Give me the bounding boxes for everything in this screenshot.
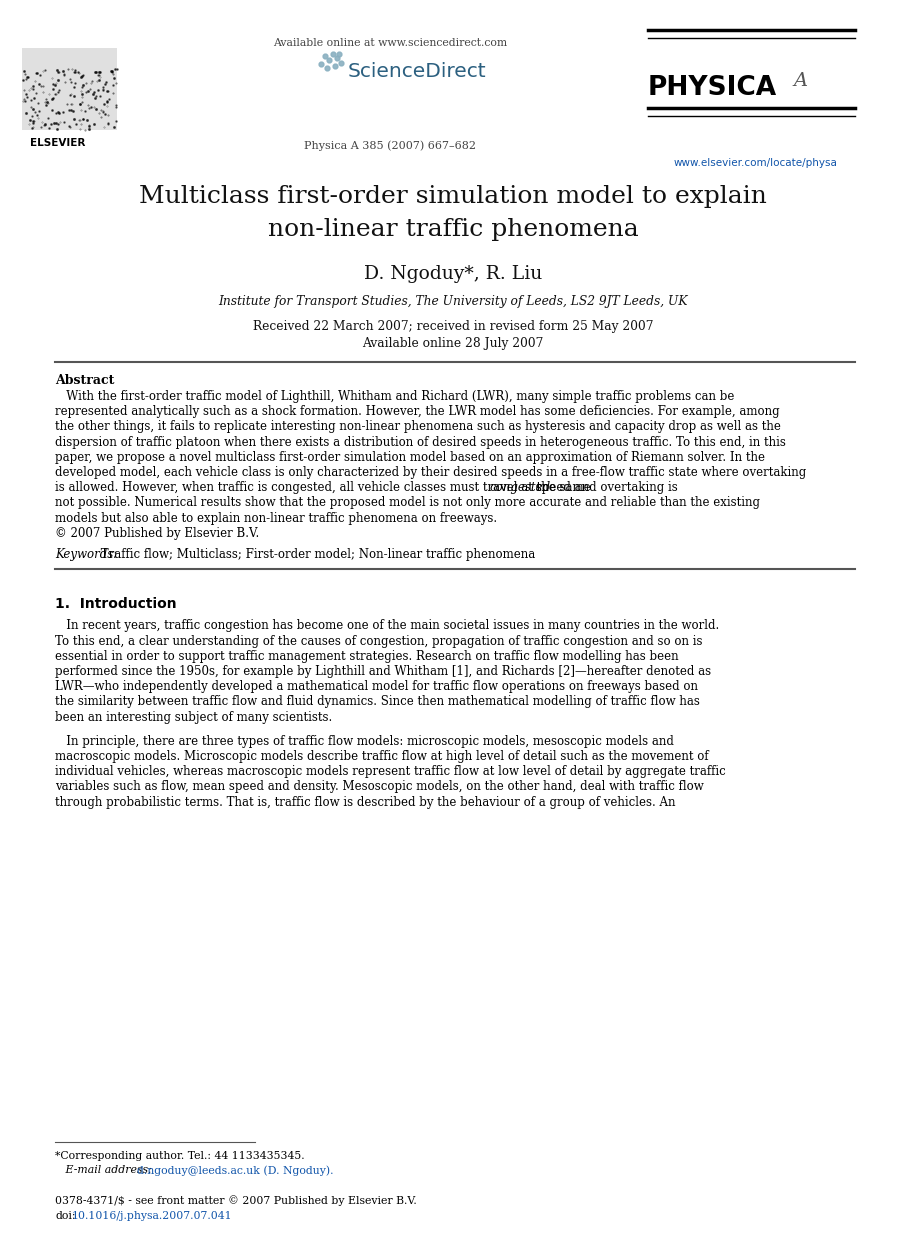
Text: the other things, it fails to replicate interesting non-linear phenomena such as: the other things, it fails to replicate … [55,421,781,433]
Text: macroscopic models. Microscopic models describe traffic flow at high level of de: macroscopic models. Microscopic models d… [55,750,708,763]
Text: non-linear traffic phenomena: non-linear traffic phenomena [268,218,639,241]
Text: not possible. Numerical results show that the proposed model is not only more ac: not possible. Numerical results show tha… [55,496,760,509]
Text: 1.  Introduction: 1. Introduction [55,598,177,612]
Text: speed and overtaking is: speed and overtaking is [532,482,678,494]
Text: Keywords:: Keywords: [55,548,117,561]
Text: To this end, a clear understanding of the causes of congestion, propagation of t: To this end, a clear understanding of th… [55,635,703,647]
Text: *Corresponding author. Tel.: 44 1133435345.: *Corresponding author. Tel.: 44 11334353… [55,1151,305,1161]
Text: doi:: doi: [55,1211,75,1221]
Text: the similarity between traffic flow and fluid dynamics. Since then mathematical : the similarity between traffic flow and … [55,696,700,708]
Text: In recent years, traffic congestion has become one of the main societal issues i: In recent years, traffic congestion has … [55,619,719,633]
Text: Received 22 March 2007; received in revised form 25 May 2007: Received 22 March 2007; received in revi… [253,319,653,333]
Text: Available online at www.sciencedirect.com: Available online at www.sciencedirect.co… [273,38,507,48]
Text: Traffic flow; Multiclass; First-order model; Non-linear traffic phenomena: Traffic flow; Multiclass; First-order mo… [97,548,536,561]
Text: variables such as flow, mean speed and density. Mesoscopic models, on the other : variables such as flow, mean speed and d… [55,780,704,794]
Text: ScienceDirect: ScienceDirect [348,62,487,80]
Text: 0378-4371/$ - see front matter © 2007 Published by Elsevier B.V.: 0378-4371/$ - see front matter © 2007 Pu… [55,1195,416,1206]
Text: In principle, there are three types of traffic flow models: microscopic models, : In principle, there are three types of t… [55,735,674,748]
Text: dispersion of traffic platoon when there exists a distribution of desired speeds: dispersion of traffic platoon when there… [55,436,785,448]
Text: is allowed. However, when traffic is congested, all vehicle classes must travel : is allowed. However, when traffic is con… [55,482,594,494]
Text: 10.1016/j.physa.2007.07.041: 10.1016/j.physa.2007.07.041 [73,1211,233,1221]
Text: E-mail address:: E-mail address: [55,1165,155,1175]
Text: through probabilistic terms. That is, traffic flow is described by the behaviour: through probabilistic terms. That is, tr… [55,796,676,808]
Text: ELSEVIER: ELSEVIER [30,137,85,149]
Text: LWR—who independently developed a mathematical model for traffic flow operations: LWR—who independently developed a mathem… [55,680,698,693]
Text: Physica A 385 (2007) 667–682: Physica A 385 (2007) 667–682 [304,140,476,151]
Text: d.ngoduy@leeds.ac.uk (D. Ngoduy).: d.ngoduy@leeds.ac.uk (D. Ngoduy). [137,1165,333,1176]
Text: models but also able to explain non-linear traffic phenomena on freeways.: models but also able to explain non-line… [55,511,497,525]
Text: A: A [793,72,807,90]
Text: Institute for Transport Studies, The University of Leeds, LS2 9JT Leeds, UK: Institute for Transport Studies, The Uni… [219,295,688,308]
Text: developed model, each vehicle class is only characterized by their desired speed: developed model, each vehicle class is o… [55,465,806,479]
Text: paper, we propose a novel multiclass first-order simulation model based on an ap: paper, we propose a novel multiclass fir… [55,451,765,464]
Text: individual vehicles, whereas macroscopic models represent traffic flow at low le: individual vehicles, whereas macroscopic… [55,765,726,779]
Text: Available online 28 July 2007: Available online 28 July 2007 [362,337,543,350]
Text: congested: congested [489,482,551,494]
Bar [22,48,117,130]
Text: Abstract: Abstract [55,374,114,387]
Text: essential in order to support traffic management strategies. Research on traffic: essential in order to support traffic ma… [55,650,678,662]
Text: been an interesting subject of many scientists.: been an interesting subject of many scie… [55,711,332,723]
Text: © 2007 Published by Elsevier B.V.: © 2007 Published by Elsevier B.V. [55,527,259,540]
Text: www.elsevier.com/locate/physa: www.elsevier.com/locate/physa [673,158,837,168]
Text: D. Ngoduy*, R. Liu: D. Ngoduy*, R. Liu [364,265,542,284]
Text: performed since the 1950s, for example by Lighthill and Whitham [1], and Richard: performed since the 1950s, for example b… [55,665,711,678]
Text: represented analytically such as a shock formation. However, the LWR model has s: represented analytically such as a shock… [55,405,780,418]
Text: PHYSICA: PHYSICA [648,76,777,102]
Text: With the first-order traffic model of Lighthill, Whitham and Richard (LWR), many: With the first-order traffic model of Li… [55,390,735,404]
Text: Multiclass first-order simulation model to explain: Multiclass first-order simulation model … [139,184,767,208]
